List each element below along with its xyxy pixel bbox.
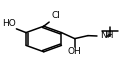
Text: NH: NH xyxy=(100,32,113,40)
Text: HO: HO xyxy=(2,19,16,28)
Text: Cl: Cl xyxy=(51,11,60,20)
Text: OH: OH xyxy=(68,47,82,56)
